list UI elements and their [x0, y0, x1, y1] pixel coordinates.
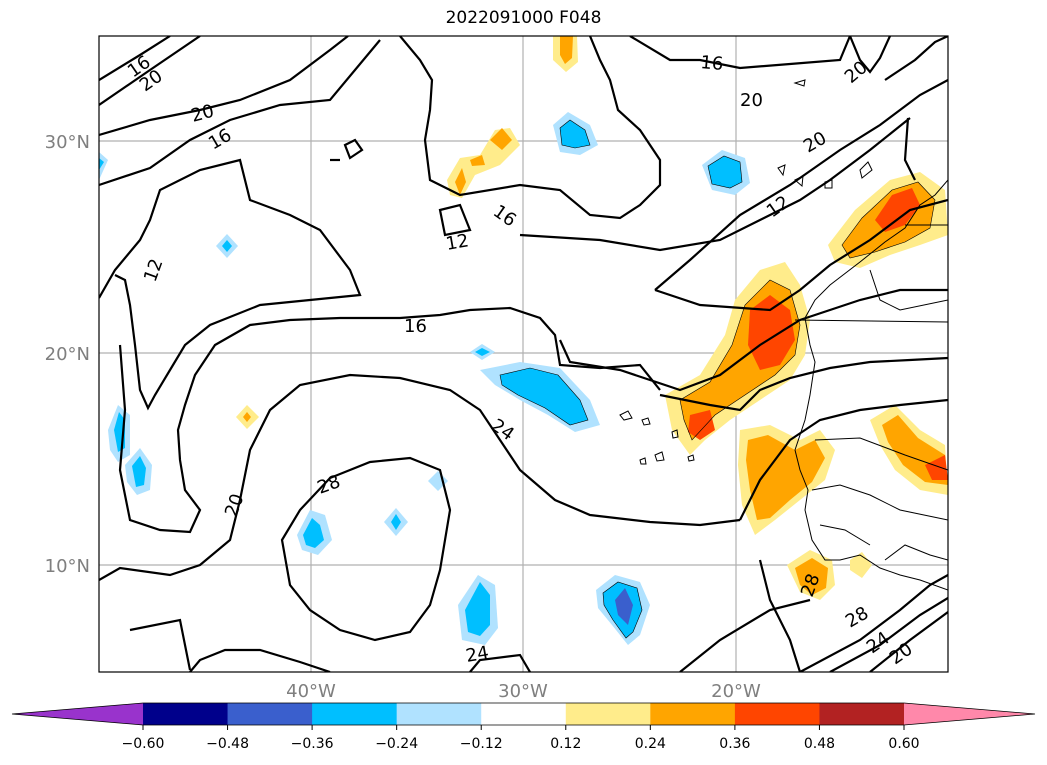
- colorbar-extend-low: [12, 703, 143, 725]
- colorbar-tick-label: 0.24: [635, 736, 666, 752]
- colorbar-segment: [143, 703, 229, 725]
- contour-label: 16: [404, 316, 427, 337]
- lon-label: 20°W: [711, 681, 761, 702]
- colorbar-segment: [734, 703, 820, 725]
- colorbar-tick-label: −0.24: [375, 736, 418, 752]
- contour-label: 24: [464, 642, 490, 667]
- colorbar-segment: [819, 703, 905, 725]
- contour-label: 12: [763, 192, 794, 222]
- colorbar-segment: [565, 703, 651, 725]
- contour-label: 20: [189, 101, 217, 127]
- colorbar-extend-high: [904, 703, 1035, 725]
- colorbar-tick-label: 0.36: [719, 736, 750, 752]
- contour-label: 12: [140, 256, 168, 285]
- colorbar-segment: [312, 703, 398, 725]
- contour-label: 28: [842, 603, 872, 633]
- colorbar: −0.60 −0.48 −0.36 −0.24 −0.12 0.12 0.24 0.36 0.4…: [11, 702, 1036, 752]
- contour-label: 24: [487, 415, 518, 445]
- colorbar-tick-label: 0.12: [550, 736, 581, 752]
- lon-label: 40°W: [286, 681, 336, 702]
- colorbar-tick-label: −0.60: [122, 736, 165, 752]
- lat-label: 10°N: [45, 556, 90, 577]
- contour-label: 20: [221, 491, 249, 520]
- contour-label: 20: [740, 90, 763, 111]
- contour-label: 20: [800, 128, 830, 158]
- colorbar-tick-label: −0.12: [460, 736, 503, 752]
- shaded-field: [99, 36, 948, 645]
- map-area: 16 20 20 16 12 12 16 20 12 16 16 20 20 2…: [99, 36, 948, 672]
- colorbar-tick-label: −0.36: [291, 736, 334, 752]
- shade-outlines: [499, 119, 936, 639]
- contour-label: 12: [444, 230, 470, 255]
- contours: [99, 36, 948, 672]
- colorbar-segment: [481, 703, 567, 725]
- lat-label: 20°N: [45, 344, 90, 365]
- map-frame: [98, 35, 949, 673]
- colorbar-tick-label: 0.60: [888, 736, 919, 752]
- lat-label: 30°N: [45, 132, 90, 153]
- coastlines: [619, 79, 948, 591]
- colorbar-tick-label: −0.48: [206, 736, 249, 752]
- colorbar-segment: [650, 703, 736, 725]
- colorbar-tick-label: 0.48: [804, 736, 835, 752]
- contour-label: 16: [489, 201, 520, 231]
- colorbar-segment: [396, 703, 482, 725]
- lon-label: 30°W: [498, 681, 548, 702]
- contour-label: 16: [700, 52, 725, 75]
- contour-label: 20: [841, 57, 872, 88]
- colorbar-segment: [227, 703, 313, 725]
- map-title: 2022091000 F048: [445, 8, 602, 28]
